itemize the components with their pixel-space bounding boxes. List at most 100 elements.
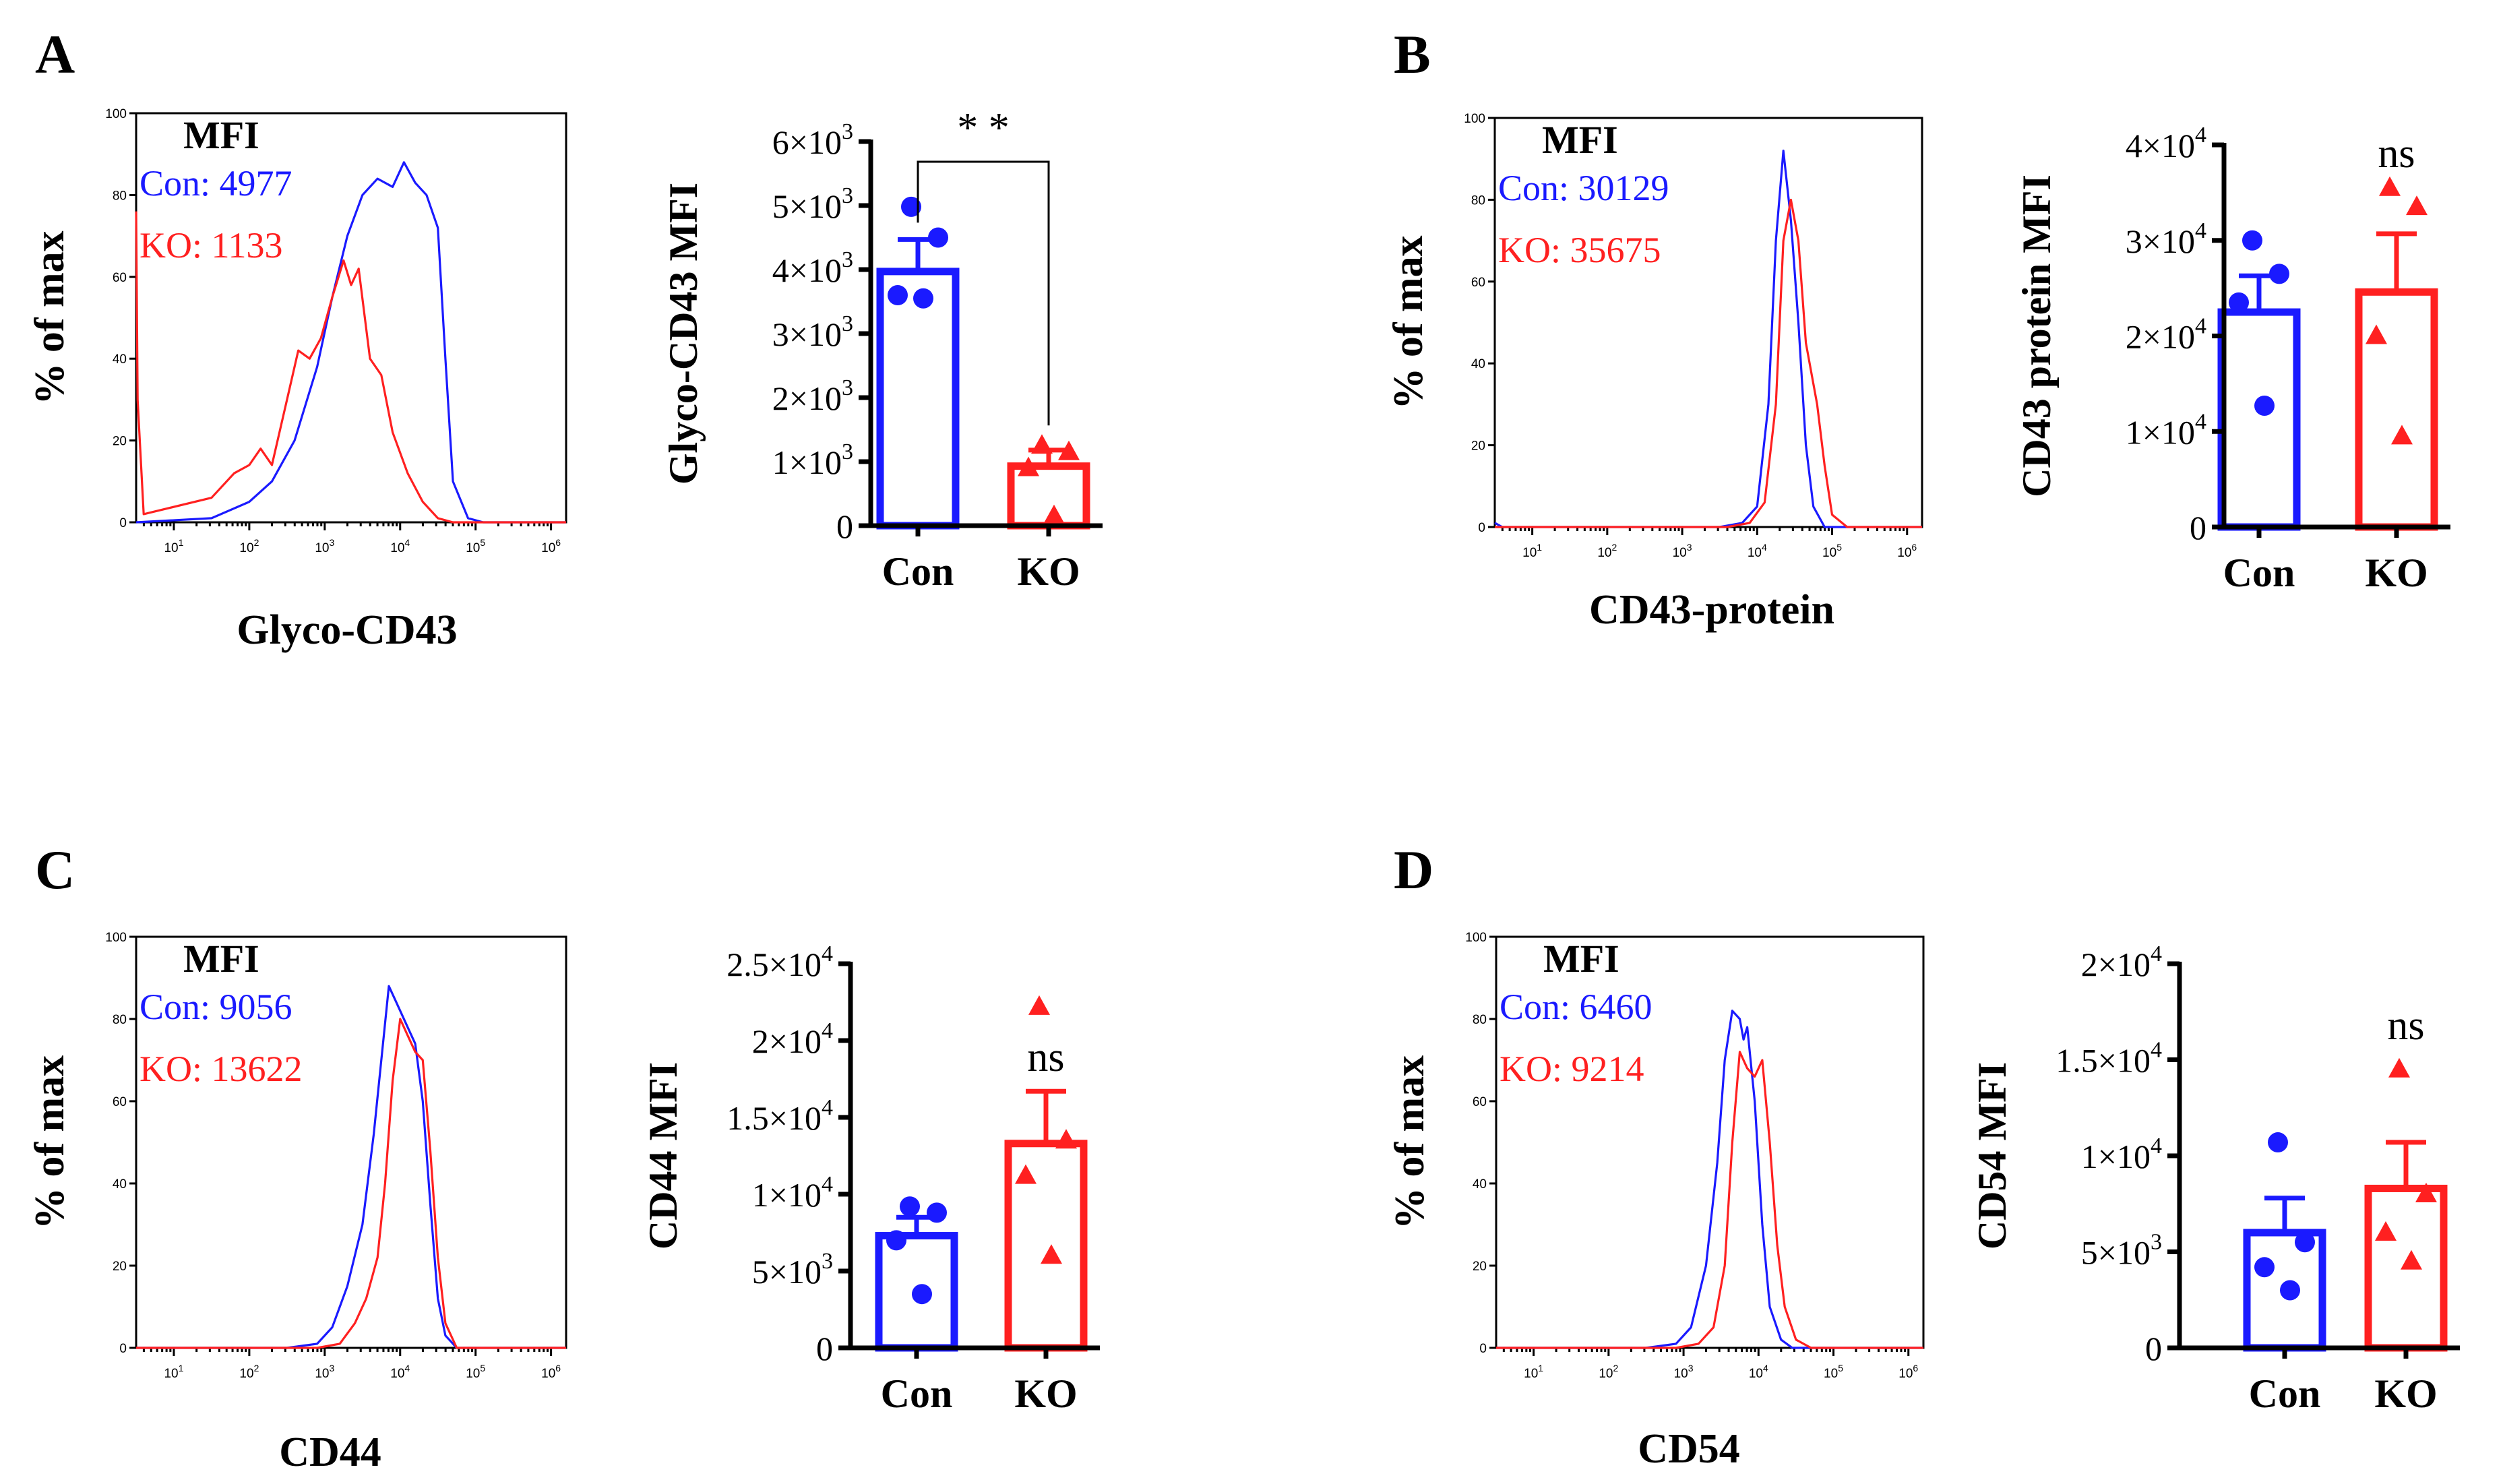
y-tick-label: 20 <box>113 435 127 449</box>
data-point-con <box>888 285 908 305</box>
mfi-value-con: Con: 6460 <box>1500 987 1652 1027</box>
x-tick-base: 10 <box>239 1367 253 1381</box>
bar-y-tick-label-exponent: 3 <box>842 439 853 464</box>
bar-y-axis-label: CD43 protein MFI <box>2014 175 2059 497</box>
x-tick-exponent: 6 <box>555 537 561 548</box>
y-tick-label: 100 <box>1465 931 1487 945</box>
x-tick-base: 10 <box>239 541 253 555</box>
y-tick-label: 20 <box>1473 1260 1487 1274</box>
bar-y-tick-label: 6×103 <box>772 119 853 161</box>
y-tick-label: 0 <box>119 1342 127 1356</box>
bar-y-tick-label-exponent: 3 <box>842 183 853 208</box>
bar-y-tick-label: 3×104 <box>2126 218 2206 260</box>
x-tick-exponent: 4 <box>404 537 410 548</box>
histogram-frame <box>1495 935 1925 1349</box>
histogram-x-axis-label: Glyco-CD43 <box>237 607 457 653</box>
bar-y-tick-label: 2×104 <box>752 1018 833 1060</box>
y-tick-label: 100 <box>1464 112 1485 126</box>
x-tick-label: 103 <box>315 1363 334 1381</box>
data-point-con <box>886 1230 906 1251</box>
x-tick-base: 10 <box>315 1367 329 1381</box>
bar-y-tick-label-exponent: 4 <box>2195 218 2206 243</box>
x-tick-exponent: 6 <box>1911 542 1917 553</box>
x-tick-exponent: 2 <box>254 1363 259 1373</box>
data-point-con <box>2269 264 2289 284</box>
bar-y-tick-label-base: 4×10 <box>772 251 842 289</box>
x-tick-label: 104 <box>1748 542 1767 560</box>
bar-y-tick-label: 5×103 <box>2081 1230 2162 1272</box>
data-point-con <box>2254 395 2275 416</box>
data-point-con <box>928 227 948 248</box>
bar-y-tick-label-base: 0 <box>836 507 853 545</box>
x-tick-base: 10 <box>1748 546 1762 560</box>
histogram-y-axis-label: % of max <box>27 1055 73 1229</box>
histogram-x-axis-label: CD44 <box>279 1429 381 1475</box>
data-point-con <box>927 1202 947 1223</box>
x-tick-label: 101 <box>164 1363 183 1381</box>
bar-y-tick-label-base: 5×10 <box>2081 1234 2151 1272</box>
histogram-line-ko <box>135 211 566 524</box>
x-tick-label: 101 <box>164 537 183 555</box>
bar-y-tick-label-exponent: 4 <box>822 941 833 966</box>
x-tick-label: 103 <box>1674 1363 1694 1381</box>
data-point-con <box>2268 1132 2288 1153</box>
y-tick-label: 80 <box>1471 193 1485 208</box>
significance-label: ns <box>2378 131 2415 177</box>
data-point-con <box>912 1284 932 1305</box>
x-tick-exponent: 4 <box>1763 1363 1768 1373</box>
bar-y-tick-label: 1×104 <box>2126 409 2206 451</box>
x-category-ko: KO <box>1017 549 1080 594</box>
y-tick-label: 100 <box>105 107 127 121</box>
panel-letter: B <box>1394 24 1431 85</box>
bar-y-tick-label-base: 1×10 <box>2081 1138 2151 1175</box>
x-tick-label: 104 <box>1749 1363 1768 1381</box>
bar-y-tick-label: 0 <box>836 507 853 545</box>
data-point-ko <box>2366 324 2387 344</box>
data-point-ko <box>1058 440 1080 460</box>
mfi-value-con: Con: 9056 <box>140 987 292 1027</box>
significance-bracket <box>917 160 1050 426</box>
x-tick-label: 102 <box>1597 542 1617 560</box>
y-tick-label: 0 <box>1479 1342 1487 1356</box>
x-tick-base: 10 <box>315 541 329 555</box>
histogram-y-axis-label: % of max <box>27 230 73 404</box>
bar-y-tick-label: 1.5×104 <box>727 1095 833 1137</box>
x-tick-exponent: 2 <box>1613 1363 1619 1373</box>
data-point-ko <box>2379 176 2401 196</box>
panel-letter: C <box>35 839 75 900</box>
x-tick-label: 102 <box>239 1363 259 1381</box>
bar-y-tick-label: 4×104 <box>2126 123 2206 164</box>
y-tick-label: 40 <box>1473 1177 1487 1192</box>
panel-letter: D <box>1394 839 1433 900</box>
bar-y-tick-label: 2×104 <box>2081 941 2162 983</box>
x-category-ko: KO <box>2365 551 2428 595</box>
histogram-line-con <box>1496 1010 1923 1349</box>
bar-y-tick-label-base: 2×10 <box>772 379 842 417</box>
x-tick-exponent: 6 <box>555 1363 561 1373</box>
data-point-ko <box>1055 1129 1077 1149</box>
x-tick-base: 10 <box>541 1367 555 1381</box>
x-tick-label: 105 <box>1824 1363 1843 1381</box>
bar-y-tick-label-base: 3×10 <box>2126 222 2195 260</box>
x-category-con: Con <box>881 1371 953 1416</box>
x-tick-exponent: 1 <box>179 1363 184 1373</box>
x-tick-exponent: 1 <box>179 537 184 548</box>
panel-letter: A <box>35 24 75 85</box>
bar-y-axis-label: CD54 MFI <box>1970 1062 2014 1249</box>
x-category-con: Con <box>2223 551 2295 595</box>
bar-y-tick-label-exponent: 3 <box>842 311 853 336</box>
bar-y-tick-label-base: 3×10 <box>772 315 842 353</box>
mfi-value-con: Con: 4977 <box>140 163 292 204</box>
x-tick-exponent: 2 <box>254 537 259 548</box>
x-tick-base: 10 <box>1822 546 1836 560</box>
bar-y-tick-label: 3×103 <box>772 311 853 353</box>
bar-y-tick-label: 1×104 <box>752 1172 833 1214</box>
histogram-x-axis-label: CD54 <box>1638 1426 1740 1472</box>
bar-y-tick-label-base: 1×10 <box>772 443 842 481</box>
bar-y-tick-label-exponent: 3 <box>822 1249 833 1274</box>
x-tick-base: 10 <box>1897 546 1911 560</box>
bar-y-tick-label-base: 1×10 <box>752 1176 822 1214</box>
